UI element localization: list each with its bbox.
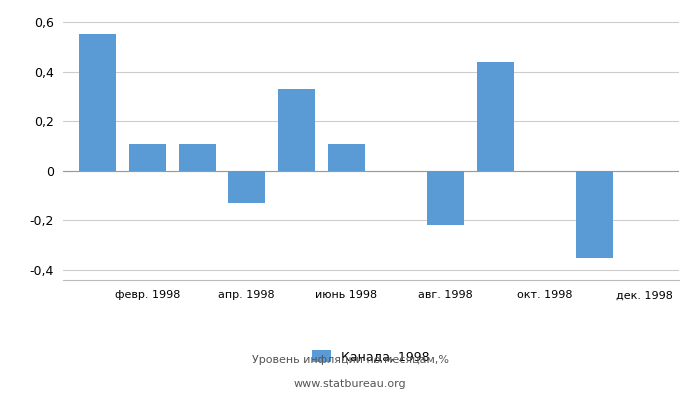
- Bar: [129, 144, 166, 171]
- Bar: [278, 89, 315, 171]
- Bar: [178, 144, 216, 171]
- Bar: [228, 171, 265, 203]
- Bar: [79, 34, 116, 171]
- Bar: [328, 144, 365, 171]
- Text: www.statbureau.org: www.statbureau.org: [294, 379, 406, 389]
- Bar: [576, 171, 613, 258]
- Legend: Канада, 1998: Канада, 1998: [307, 345, 435, 368]
- Bar: [477, 62, 514, 171]
- Bar: [427, 171, 464, 226]
- Text: Уровень инфляции по месяцам,%: Уровень инфляции по месяцам,%: [251, 355, 449, 365]
